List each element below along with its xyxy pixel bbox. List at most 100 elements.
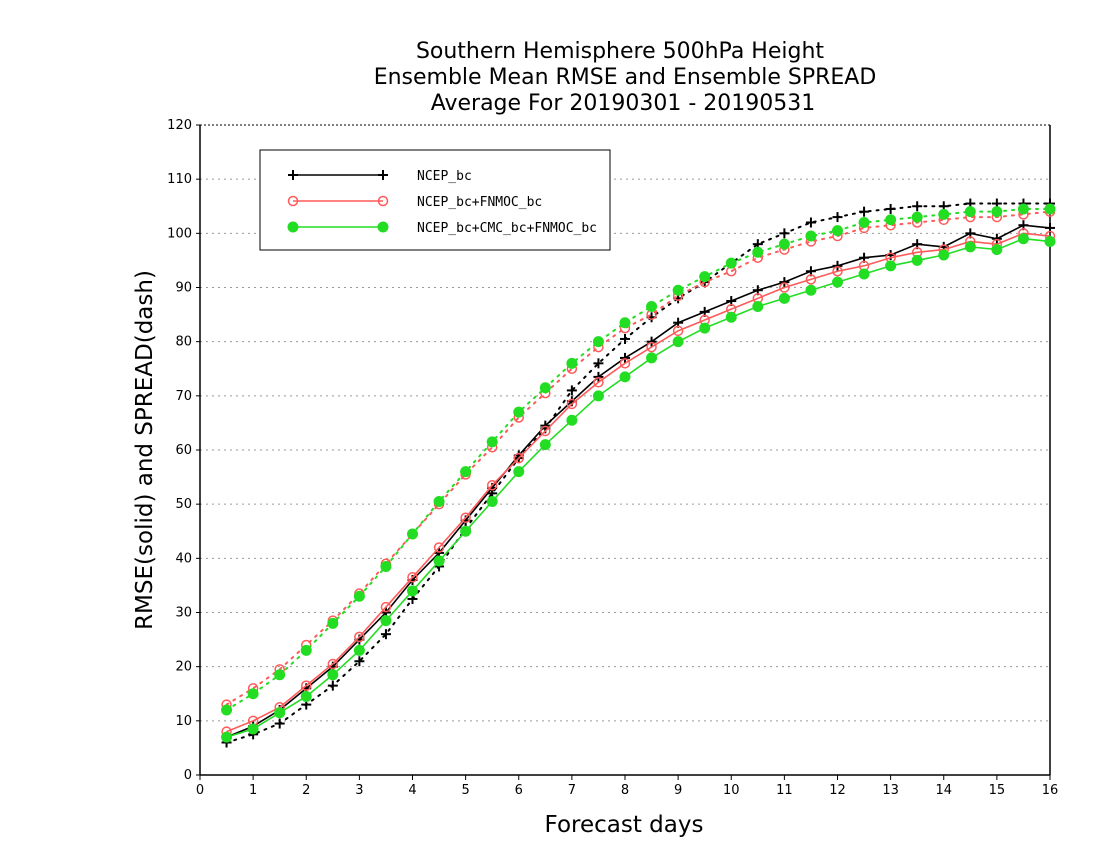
x-tick-label: 15 (989, 783, 1006, 798)
rmse-point (460, 512, 471, 523)
rmse-line (226, 237, 1051, 738)
rmse-point (725, 311, 737, 323)
spread-point (460, 466, 472, 478)
legend-marker-end (378, 170, 388, 180)
rmse-point (433, 555, 445, 567)
chart-title-line-3: Average For 20190301 - 20190531 (431, 91, 816, 116)
spread-point (513, 406, 525, 418)
rmse-point (991, 233, 1002, 244)
rmse-point (592, 390, 604, 402)
legend-label: NCEP_bc+CMC_bc+FNMOC_bc (417, 221, 597, 236)
spread-line (225, 202, 1051, 744)
rmse-point (407, 572, 418, 583)
rmse-point (460, 525, 472, 537)
rmse-point (752, 300, 764, 312)
rmse-point (380, 601, 392, 613)
spread-point (779, 228, 790, 239)
legend-marker-end (377, 221, 389, 233)
rmse-point (779, 277, 790, 288)
rmse-point (593, 371, 604, 382)
grid (200, 178, 1050, 722)
rmse-point (513, 466, 525, 478)
spread-point (327, 680, 338, 691)
legend-label: NCEP_bc+FNMOC_bc (417, 195, 542, 210)
spread-point (964, 206, 976, 218)
spread-point (752, 246, 764, 258)
y-tick-label: 60 (175, 443, 192, 458)
spread-point (778, 238, 790, 250)
rmse-line (226, 224, 1051, 738)
legend-box (259, 149, 611, 251)
rmse-point (885, 260, 897, 272)
spread-point (805, 230, 817, 242)
rmse-point (221, 731, 233, 743)
legend-label: NCEP_bc (417, 169, 472, 184)
x-tick-label: 9 (674, 783, 682, 798)
rmse-point (540, 420, 551, 431)
rmse-point (964, 241, 976, 253)
rmse-point (832, 266, 843, 277)
rmse-point (991, 244, 1003, 256)
x-tick-label: 7 (568, 783, 576, 798)
rmse-point (407, 585, 418, 597)
legend-marker-end (377, 195, 389, 207)
spread-point (274, 718, 285, 729)
spread-point (380, 629, 391, 640)
rmse-point (832, 260, 843, 271)
y-tick-label: 70 (175, 389, 192, 404)
series-NCEP_bc+CMC_bc+FNMOC_bc (221, 203, 1056, 743)
rmse-point (566, 398, 578, 410)
y-tick-label: 90 (175, 281, 192, 296)
rmse-point (620, 352, 630, 363)
spread-point (593, 358, 604, 369)
spread-point (566, 385, 577, 396)
spread-point (539, 382, 551, 394)
rmse-point (566, 414, 578, 426)
rmse-point (486, 495, 498, 507)
rmse-point (301, 680, 312, 691)
rmse-point (433, 542, 445, 553)
rmse-point (911, 254, 923, 266)
rmse-point (832, 276, 843, 288)
spread-point (486, 436, 498, 448)
rmse-point (353, 644, 365, 656)
spread-point (885, 214, 897, 226)
rmse-point (486, 479, 498, 491)
spread-point (646, 300, 658, 312)
x-tick-label: 16 (1042, 783, 1059, 798)
rmse-point (1044, 235, 1056, 247)
legend-marker-start (287, 221, 299, 233)
series-layer (221, 198, 1056, 748)
x-tick-label: 13 (882, 783, 899, 798)
spread-point (699, 271, 711, 283)
x-tick-label: 0 (196, 783, 204, 798)
spread-point (407, 528, 418, 540)
x-tick-label: 11 (776, 783, 793, 798)
rmse-point (938, 249, 950, 261)
rmse-point (539, 439, 551, 451)
rmse-point (699, 322, 711, 334)
legend: NCEP_bc NCEP_bc+FNMOC_bc NCEP_bc+CMC_bc+FN… (259, 149, 611, 251)
rmse-point (354, 631, 365, 643)
spread-point (433, 495, 445, 507)
rmse-point (513, 452, 524, 464)
legend-marker-start (287, 195, 299, 207)
spread-point (380, 560, 392, 572)
spread-point (938, 208, 950, 220)
spread-point (832, 212, 843, 223)
x-tick-label: 14 (935, 783, 952, 798)
rmse-point (380, 615, 392, 627)
legend-item: NCEP_bc+FNMOC_bc (287, 195, 542, 210)
rmse-point (779, 282, 790, 293)
rmse-point (1017, 233, 1029, 245)
x-tick-label: 10 (723, 783, 740, 798)
rmse-point (619, 371, 631, 383)
chart-title-line-2: Ensemble Mean RMSE and Ensemble SPREAD (374, 65, 877, 90)
x-tick-label: 3 (355, 783, 363, 798)
spread-point (247, 688, 259, 700)
spread-point (300, 644, 312, 656)
y-tick-label: 120 (167, 118, 192, 133)
spread-point (832, 225, 843, 237)
spread-point (353, 590, 365, 602)
